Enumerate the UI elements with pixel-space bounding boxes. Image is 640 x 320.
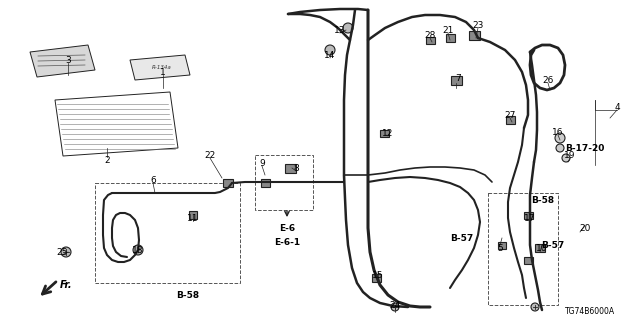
Bar [380, 130, 388, 137]
Circle shape [391, 303, 399, 311]
Text: 20: 20 [579, 223, 591, 233]
Bar [445, 34, 454, 42]
Bar [468, 30, 479, 39]
Bar [451, 76, 461, 84]
Text: B-57: B-57 [451, 234, 474, 243]
Text: 15: 15 [372, 270, 384, 279]
Text: B-57: B-57 [541, 241, 564, 250]
Text: 11: 11 [188, 213, 199, 222]
Text: 8: 8 [293, 164, 299, 172]
Bar [426, 36, 435, 44]
Text: 24: 24 [389, 300, 401, 309]
Bar [498, 242, 506, 249]
Text: 27: 27 [504, 110, 516, 119]
Text: E-6: E-6 [279, 223, 295, 233]
Text: E-6-1: E-6-1 [274, 237, 300, 246]
Circle shape [133, 245, 143, 255]
Text: 19: 19 [564, 150, 576, 159]
Text: 12: 12 [382, 129, 394, 138]
Bar [506, 116, 515, 124]
Bar [285, 164, 296, 172]
Text: R-134a: R-134a [152, 65, 172, 69]
Text: 28: 28 [424, 30, 436, 39]
Text: B-58: B-58 [531, 196, 555, 204]
Text: 21: 21 [442, 26, 454, 35]
Bar [189, 211, 197, 219]
Circle shape [325, 45, 335, 55]
Circle shape [531, 303, 539, 311]
Circle shape [562, 154, 570, 162]
Text: 22: 22 [204, 150, 216, 159]
Text: 23: 23 [472, 20, 484, 29]
Text: 26: 26 [542, 76, 554, 84]
Text: 1: 1 [160, 68, 166, 76]
Bar [255, 155, 313, 210]
Bar [371, 274, 381, 282]
Text: 25: 25 [56, 247, 68, 257]
Bar [535, 244, 545, 252]
Polygon shape [55, 92, 178, 156]
Text: 5: 5 [497, 244, 503, 252]
Text: 14: 14 [324, 51, 336, 60]
Text: 3: 3 [65, 55, 71, 65]
Circle shape [556, 144, 564, 152]
Text: 10: 10 [536, 244, 548, 252]
Text: 7: 7 [455, 74, 461, 83]
Text: TG74B6000A: TG74B6000A [565, 308, 615, 316]
Text: 9: 9 [259, 158, 265, 167]
Text: 13: 13 [334, 26, 346, 35]
Text: 17: 17 [524, 213, 536, 222]
Circle shape [555, 133, 565, 143]
Bar [488, 193, 558, 305]
Text: 6: 6 [150, 175, 156, 185]
Circle shape [343, 23, 353, 33]
Text: 4: 4 [614, 102, 620, 111]
Text: 16: 16 [552, 127, 564, 137]
Polygon shape [30, 45, 95, 77]
Bar [524, 257, 532, 263]
Text: B-58: B-58 [177, 291, 200, 300]
Text: 2: 2 [104, 156, 110, 164]
Text: B-17-20: B-17-20 [565, 143, 605, 153]
Bar [260, 179, 269, 187]
Text: Fr.: Fr. [60, 280, 72, 290]
Text: 18: 18 [132, 245, 144, 254]
Circle shape [61, 247, 71, 257]
Bar [223, 179, 233, 187]
Bar [95, 183, 240, 283]
Polygon shape [130, 55, 190, 80]
Bar [524, 212, 532, 219]
